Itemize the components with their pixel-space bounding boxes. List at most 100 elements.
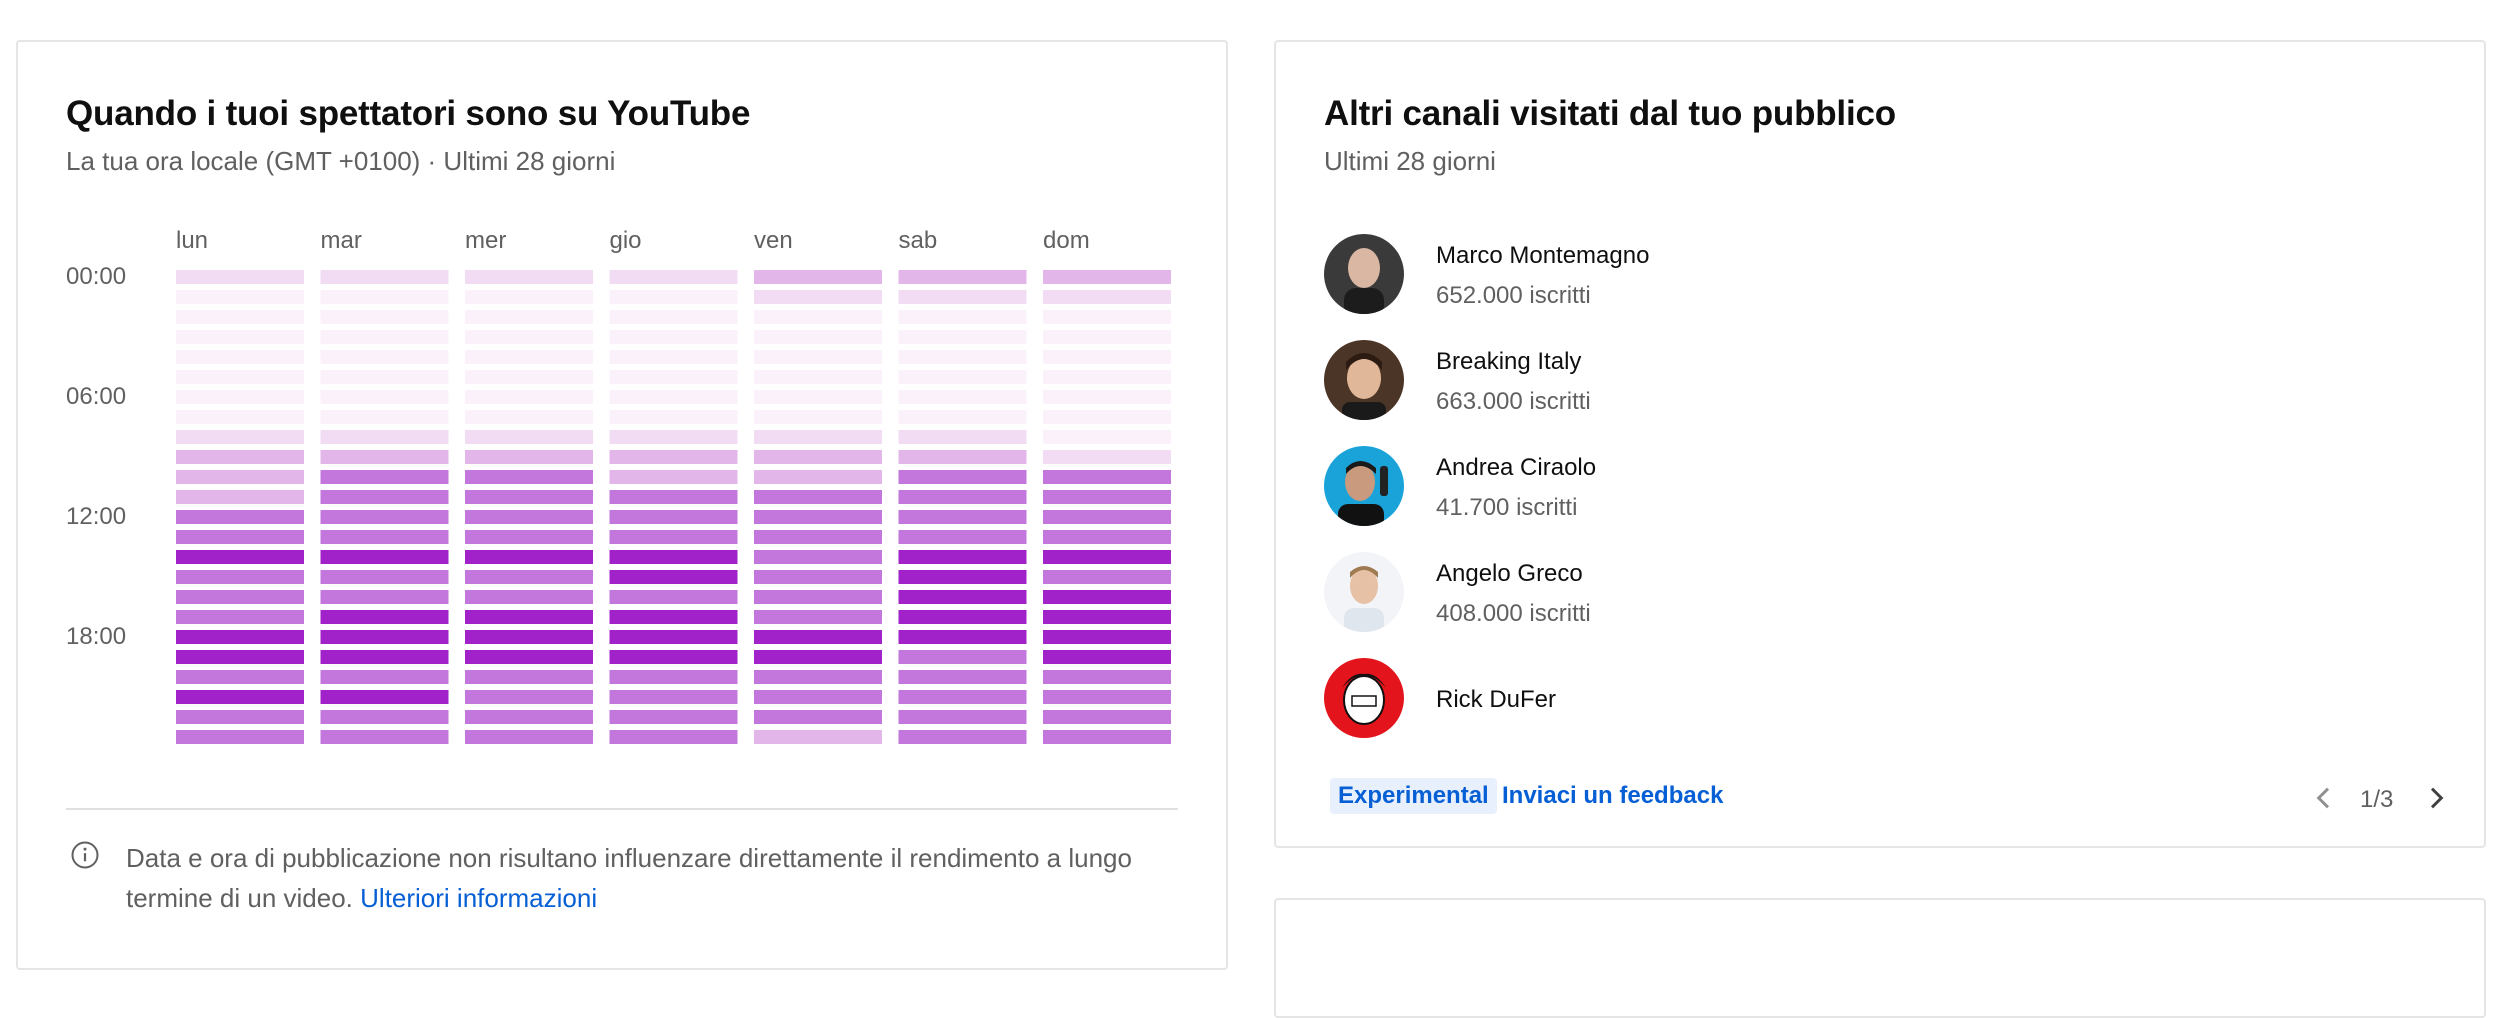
heatmap-cell[interactable] [1043, 690, 1171, 704]
heatmap-cell[interactable] [320, 670, 449, 684]
heatmap-cell[interactable] [898, 570, 1027, 584]
heatmap-cell[interactable] [320, 730, 449, 744]
heatmap-cell[interactable] [898, 410, 1027, 424]
heatmap-cell[interactable] [609, 730, 738, 744]
heatmap-cell[interactable] [754, 330, 882, 344]
channel-item[interactable]: Angelo Greco 408.000 iscritti [1324, 552, 2124, 632]
heatmap-cell[interactable] [754, 710, 882, 724]
heatmap-cell[interactable] [1043, 630, 1171, 644]
heatmap-cell[interactable] [320, 270, 449, 284]
heatmap-cell[interactable] [1043, 490, 1171, 504]
heatmap-cell[interactable] [465, 630, 593, 644]
heatmap-cell[interactable] [176, 550, 304, 564]
heatmap-cell[interactable] [898, 390, 1027, 404]
heatmap-cell[interactable] [465, 610, 593, 624]
heatmap-cell[interactable] [609, 410, 738, 424]
heatmap-cell[interactable] [176, 290, 304, 304]
heatmap-cell[interactable] [320, 570, 449, 584]
channel-item[interactable]: Marco Montemagno 652.000 iscritti [1324, 234, 2124, 314]
heatmap-cell[interactable] [465, 670, 593, 684]
heatmap-cell[interactable] [609, 470, 738, 484]
heatmap-cell[interactable] [320, 590, 449, 604]
heatmap-cell[interactable] [176, 530, 304, 544]
heatmap-cell[interactable] [1043, 430, 1171, 444]
heatmap-cell[interactable] [176, 270, 304, 284]
heatmap-cell[interactable] [176, 670, 304, 684]
heatmap-cell[interactable] [754, 450, 882, 464]
heatmap-cell[interactable] [754, 510, 882, 524]
heatmap-cell[interactable] [609, 350, 738, 364]
channel-item[interactable]: Rick DuFer [1324, 658, 2124, 738]
heatmap-cell[interactable] [320, 470, 449, 484]
heatmap-cell[interactable] [754, 370, 882, 384]
heatmap-cell[interactable] [320, 690, 449, 704]
heatmap-cell[interactable] [465, 690, 593, 704]
heatmap-cell[interactable] [320, 510, 449, 524]
heatmap-cell[interactable] [898, 670, 1027, 684]
heatmap-cell[interactable] [898, 470, 1027, 484]
heatmap-cell[interactable] [1043, 390, 1171, 404]
channel-item[interactable]: Breaking Italy 663.000 iscritti [1324, 340, 2124, 420]
heatmap-cell[interactable] [754, 270, 882, 284]
heatmap-cell[interactable] [609, 370, 738, 384]
heatmap-cell[interactable] [609, 510, 738, 524]
heatmap-cell[interactable] [320, 310, 449, 324]
heatmap-cell[interactable] [898, 370, 1027, 384]
heatmap-cell[interactable] [1043, 710, 1171, 724]
heatmap-cell[interactable] [609, 570, 738, 584]
heatmap-cell[interactable] [609, 330, 738, 344]
heatmap-cell[interactable] [1043, 370, 1171, 384]
heatmap-cell[interactable] [176, 630, 304, 644]
heatmap-cell[interactable] [465, 590, 593, 604]
heatmap-cell[interactable] [465, 290, 593, 304]
heatmap-cell[interactable] [609, 310, 738, 324]
heatmap-cell[interactable] [898, 270, 1027, 284]
heatmap-cell[interactable] [320, 290, 449, 304]
heatmap-cell[interactable] [754, 650, 882, 664]
chevron-right-icon[interactable] [2420, 782, 2452, 814]
heatmap-cell[interactable] [176, 390, 304, 404]
heatmap-cell[interactable] [176, 410, 304, 424]
heatmap-cell[interactable] [609, 290, 738, 304]
heatmap-cell[interactable] [754, 310, 882, 324]
heatmap-cell[interactable] [465, 450, 593, 464]
heatmap-cell[interactable] [465, 270, 593, 284]
heatmap-cell[interactable] [465, 350, 593, 364]
heatmap-cell[interactable] [465, 650, 593, 664]
heatmap-cell[interactable] [320, 350, 449, 364]
heatmap-cell[interactable] [898, 690, 1027, 704]
heatmap-cell[interactable] [754, 390, 882, 404]
heatmap-cell[interactable] [465, 410, 593, 424]
heatmap-cell[interactable] [898, 450, 1027, 464]
heatmap-cell[interactable] [465, 430, 593, 444]
heatmap-cell[interactable] [754, 350, 882, 364]
heatmap-cell[interactable] [320, 530, 449, 544]
heatmap-cell[interactable] [754, 730, 882, 744]
heatmap-cell[interactable] [609, 710, 738, 724]
heatmap-cell[interactable] [176, 610, 304, 624]
heatmap-cell[interactable] [320, 390, 449, 404]
heatmap-cell[interactable] [898, 650, 1027, 664]
heatmap-cell[interactable] [1043, 410, 1171, 424]
heatmap-cell[interactable] [898, 550, 1027, 564]
heatmap-cell[interactable] [1043, 330, 1171, 344]
heatmap-cell[interactable] [898, 630, 1027, 644]
heatmap-cell[interactable] [609, 530, 738, 544]
heatmap-cell[interactable] [465, 530, 593, 544]
heatmap-cell[interactable] [176, 370, 304, 384]
heatmap-cell[interactable] [320, 710, 449, 724]
heatmap-cell[interactable] [898, 310, 1027, 324]
heatmap-cell[interactable] [609, 390, 738, 404]
heatmap-cell[interactable] [1043, 450, 1171, 464]
heatmap-cell[interactable] [465, 550, 593, 564]
heatmap-cell[interactable] [609, 430, 738, 444]
heatmap-cell[interactable] [176, 310, 304, 324]
heatmap-cell[interactable] [465, 730, 593, 744]
heatmap-cell[interactable] [609, 490, 738, 504]
heatmap-cell[interactable] [1043, 270, 1171, 284]
heatmap-cell[interactable] [465, 710, 593, 724]
heatmap-cell[interactable] [176, 350, 304, 364]
heatmap-cell[interactable] [609, 690, 738, 704]
heatmap-cell[interactable] [320, 610, 449, 624]
heatmap-cell[interactable] [465, 370, 593, 384]
